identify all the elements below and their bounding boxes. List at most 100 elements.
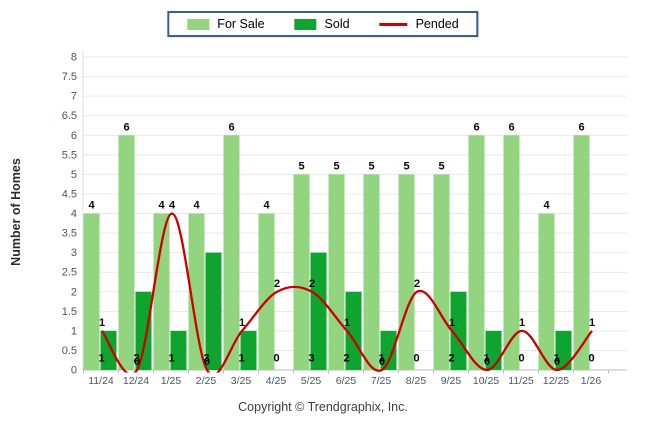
- sold-value-label: 1: [483, 353, 489, 365]
- for-sale-value-label: 4: [543, 200, 550, 212]
- x-tick-label: 4/25: [266, 375, 287, 387]
- bar-for-sale: [363, 174, 380, 370]
- pended-value-label: 1: [99, 317, 105, 329]
- x-tick-label: 3/25: [231, 375, 252, 387]
- bar-for-sale: [573, 135, 590, 370]
- legend-item-pended: Pended: [379, 17, 459, 31]
- pended-value-label: 0: [484, 356, 490, 368]
- pended-value-label: 0: [554, 356, 560, 368]
- for-sale-swatch-icon: [187, 18, 210, 30]
- for-sale-value-label: 6: [473, 121, 479, 133]
- x-tick-label: 8/25: [406, 375, 427, 387]
- bar-sold: [310, 252, 327, 370]
- x-tick-label: 1/25: [161, 375, 182, 387]
- for-sale-value-label: 4: [263, 200, 270, 212]
- pended-value-label: 2: [274, 278, 280, 290]
- sold-value-label: 2: [133, 353, 139, 365]
- sold-swatch-icon: [294, 18, 317, 30]
- bar-sold: [380, 330, 397, 370]
- y-tick-label: 7: [71, 91, 77, 103]
- pended-value-label: 1: [519, 317, 525, 329]
- y-tick-label: 1.5: [62, 306, 77, 318]
- for-sale-value-label: 4: [158, 200, 165, 212]
- for-sale-value-label: 5: [368, 160, 374, 172]
- sold-value-label: 0: [273, 353, 279, 365]
- legend-label-for-sale: For Sale: [217, 17, 265, 31]
- y-tick-label: 5: [71, 169, 77, 181]
- pended-value-label: 1: [449, 317, 455, 329]
- y-axis-title: Number of Homes: [9, 158, 23, 266]
- pended-value-label: 4: [169, 200, 176, 212]
- for-sale-value-label: 6: [508, 121, 514, 133]
- pended-line: [101, 212, 593, 373]
- bar-for-sale: [503, 135, 520, 370]
- pended-value-label: 0: [379, 356, 385, 368]
- pended-value-label: 1: [239, 317, 245, 329]
- x-tick-label: 11/25: [508, 375, 534, 387]
- bar-sold: [170, 330, 187, 370]
- bar-sold: [450, 291, 467, 370]
- pended-value-label: 2: [414, 278, 420, 290]
- for-sale-value-label: 4: [193, 200, 200, 212]
- for-sale-value-label: 4: [88, 200, 95, 212]
- sold-value-label: 3: [203, 353, 209, 365]
- bar-for-sale: [118, 135, 135, 370]
- y-tick-label: 1: [71, 325, 77, 337]
- x-tick-label: 9/25: [441, 375, 462, 387]
- legend-item-sold: Sold: [294, 17, 350, 31]
- legend-label-pended: Pended: [415, 17, 459, 31]
- copyright-text: Copyright © Trendgraphix, Inc.: [238, 400, 408, 414]
- y-tick-label: 4: [71, 208, 77, 220]
- y-tick-label: 2: [71, 286, 77, 298]
- sold-value-label: 1: [168, 353, 174, 365]
- pended-line-swatch-icon: [379, 22, 408, 26]
- bar-sold: [135, 291, 152, 370]
- x-tick-label: 12/24: [123, 375, 149, 387]
- sold-value-label: 2: [343, 353, 349, 365]
- sold-value-label: 0: [518, 353, 524, 365]
- bar-for-sale: [223, 135, 240, 370]
- x-tick-label: 2/25: [196, 375, 217, 387]
- for-sale-value-label: 6: [123, 121, 129, 133]
- y-tick-label: 3: [71, 247, 77, 259]
- bar-sold: [555, 330, 572, 370]
- bar-for-sale: [188, 213, 205, 370]
- for-sale-value-label: 6: [578, 121, 584, 133]
- bar-sold: [205, 252, 222, 370]
- sold-value-label: 1: [553, 353, 559, 365]
- y-tick-label: 6: [71, 130, 77, 142]
- x-tick-label: 10/25: [473, 375, 499, 387]
- legend: For Sale Sold Pended: [167, 11, 479, 37]
- sold-value-label: 0: [588, 353, 594, 365]
- for-sale-value-label: 5: [333, 160, 339, 172]
- y-tick-label: 8: [71, 52, 77, 64]
- sold-value-label: 1: [378, 353, 384, 365]
- y-tick-label: 2.5: [62, 267, 77, 279]
- sold-value-label: 3: [308, 353, 314, 365]
- sold-value-label: 2: [448, 353, 454, 365]
- x-tick-label: 12/25: [543, 375, 569, 387]
- y-tick-label: 0: [71, 365, 77, 377]
- legend-item-for-sale: For Sale: [187, 17, 265, 31]
- y-tick-label: 5.5: [62, 149, 77, 161]
- bar-sold: [100, 330, 117, 370]
- for-sale-value-label: 5: [403, 160, 409, 172]
- x-tick-label: 7/25: [371, 375, 392, 387]
- y-tick-label: 4.5: [62, 188, 77, 200]
- pended-value-label: 0: [204, 356, 210, 368]
- y-tick-label: 0.5: [62, 345, 77, 357]
- legend-label-sold: Sold: [324, 17, 350, 31]
- y-tick-label: 6.5: [62, 110, 77, 122]
- y-tick-label: 7.5: [62, 71, 77, 83]
- bar-for-sale: [468, 135, 485, 370]
- x-tick-label: 5/25: [301, 375, 322, 387]
- y-tick-label: 3.5: [62, 228, 77, 240]
- for-sale-value-label: 5: [438, 160, 444, 172]
- bar-for-sale: [328, 174, 345, 370]
- bar-sold: [240, 330, 257, 370]
- pended-value-label: 0: [134, 356, 140, 368]
- bar-for-sale: [293, 174, 310, 370]
- x-tick-label: 1/26: [581, 375, 602, 387]
